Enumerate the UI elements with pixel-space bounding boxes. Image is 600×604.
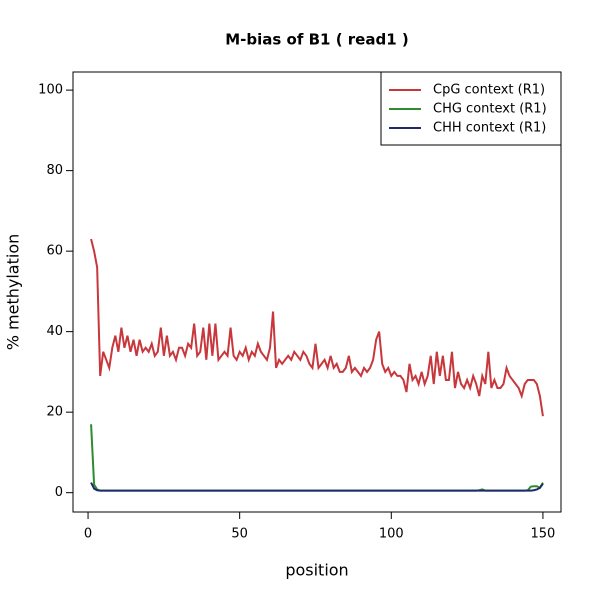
- y-tick-label: 60: [46, 244, 63, 259]
- legend-label: CHG context (R1): [433, 102, 547, 117]
- y-axis-label: % methylation: [4, 234, 23, 351]
- legend-label: CpG context (R1): [433, 83, 545, 98]
- chart-title: M-bias of B1 ( read1 ): [225, 31, 408, 49]
- y-tick-label: 20: [46, 405, 63, 420]
- y-tick-label: 0: [55, 485, 63, 500]
- legend-label: CHH context (R1): [433, 121, 546, 136]
- data-line: [90, 238, 544, 417]
- y-tick-label: 80: [46, 163, 63, 178]
- data-line: [90, 482, 544, 492]
- x-axis-label: position: [285, 561, 348, 580]
- plot-frame: [72, 71, 562, 513]
- x-tick-label: 50: [231, 527, 248, 542]
- x-tick-label: 150: [531, 527, 556, 542]
- y-tick-label: 40: [46, 324, 63, 339]
- x-tick-label: 0: [84, 527, 92, 542]
- x-tick-label: 100: [379, 527, 404, 542]
- y-tick-label: 100: [38, 83, 63, 98]
